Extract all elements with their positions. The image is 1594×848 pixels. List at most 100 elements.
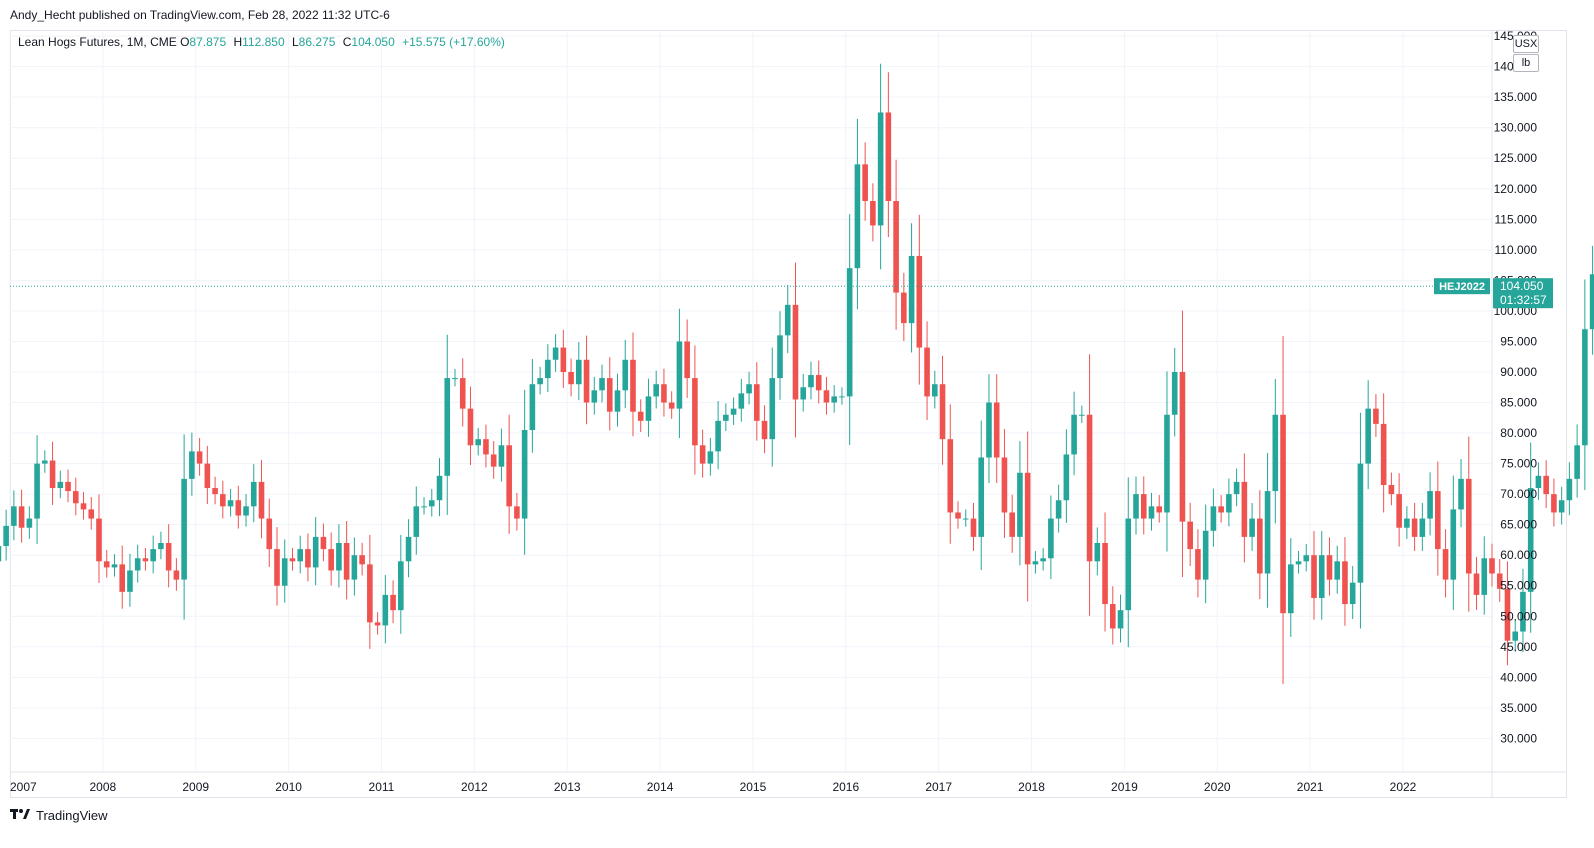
candle [1048, 495, 1054, 580]
candle [3, 509, 9, 561]
price-tick-label: 30.000 [1500, 731, 1537, 745]
candle [893, 159, 899, 330]
time-tick-label: 2014 [647, 780, 674, 794]
candle [111, 554, 118, 577]
candle-body [1334, 561, 1341, 580]
candle [1380, 393, 1387, 513]
candle-body [800, 387, 807, 400]
candle [1009, 494, 1015, 553]
candle-body [1342, 561, 1348, 605]
candle [1419, 502, 1426, 551]
candle [1055, 484, 1062, 533]
legend-close-value: 104.050 [351, 35, 395, 49]
candle-body [1249, 518, 1255, 537]
candle [637, 399, 644, 432]
currency-unit-button[interactable]: USX [1513, 35, 1539, 53]
candle-body [1117, 610, 1124, 629]
candle [1249, 502, 1255, 551]
candle [289, 548, 296, 571]
legend-change: +15.575 (+17.60%) [402, 35, 505, 49]
candle [1040, 548, 1046, 571]
last-price-badge [1493, 278, 1553, 309]
candle [1241, 453, 1248, 563]
candle-body [792, 304, 799, 400]
candle-body [1210, 506, 1217, 531]
candle [1156, 495, 1163, 523]
candle [993, 374, 1000, 484]
measure-unit-button[interactable]: lb [1513, 54, 1539, 72]
candle-body [506, 445, 512, 507]
candle-body [1017, 472, 1023, 537]
candle [328, 532, 334, 586]
candle-body [637, 411, 644, 421]
candle-body [1527, 488, 1534, 592]
candle [970, 502, 977, 551]
candle-body [1365, 408, 1371, 464]
candle [870, 183, 876, 242]
candle [336, 524, 342, 588]
candle-body [1086, 414, 1093, 562]
candle [568, 358, 574, 397]
candle-body [545, 359, 551, 379]
candle-body [931, 384, 938, 397]
candle-body [359, 555, 365, 565]
candle-body [924, 347, 930, 397]
candle [351, 537, 358, 596]
candle-body [444, 378, 451, 476]
candle-body [761, 420, 768, 440]
candle [1218, 495, 1224, 523]
candle-body [42, 460, 48, 464]
candle-body [1063, 454, 1070, 501]
candle [692, 345, 698, 475]
candle-body [1133, 494, 1139, 519]
candle [978, 420, 985, 571]
candle-body [653, 384, 659, 397]
candle-body [96, 518, 102, 562]
candle [1001, 429, 1008, 539]
candle [1311, 531, 1317, 620]
candle [158, 531, 164, 560]
candle [96, 494, 102, 584]
time-tick-label: 2015 [740, 780, 767, 794]
candle [831, 385, 837, 413]
price-tick-label: 95.000 [1500, 334, 1537, 348]
candle [1589, 245, 1594, 355]
candle [421, 497, 427, 515]
candle-body [901, 292, 907, 324]
candle [800, 373, 807, 412]
candle [1473, 556, 1480, 610]
price-tick-label: 85.000 [1500, 396, 1537, 410]
candle [18, 489, 25, 543]
candle-body [514, 506, 520, 519]
candle [196, 437, 203, 476]
candle [1442, 529, 1449, 598]
candle [854, 118, 861, 310]
candle [955, 501, 961, 529]
candle-body [1473, 573, 1480, 595]
candle-body [1202, 530, 1209, 580]
candle-body [1512, 631, 1519, 641]
candle [630, 332, 636, 437]
candle [676, 308, 683, 439]
candle [0, 546, 2, 562]
candle-body [1566, 478, 1573, 501]
candle-body [1311, 555, 1317, 598]
candle [343, 521, 350, 600]
candle [11, 490, 17, 541]
candle-body [939, 384, 946, 440]
time-tick-label: 2010 [275, 780, 302, 794]
candle-body [862, 164, 868, 201]
footer-brand[interactable]: TradingView [10, 808, 108, 823]
candle-body [382, 594, 389, 626]
candle [475, 427, 482, 456]
candle-body [351, 555, 358, 580]
candle [514, 492, 520, 531]
candle [42, 450, 48, 473]
candle-body [1326, 555, 1333, 580]
candle-body [250, 481, 257, 507]
candle [405, 519, 412, 578]
publisher-credit: Andy_Hecht published on TradingView.com,… [10, 8, 390, 22]
candle [189, 432, 195, 496]
candle [1032, 551, 1039, 574]
